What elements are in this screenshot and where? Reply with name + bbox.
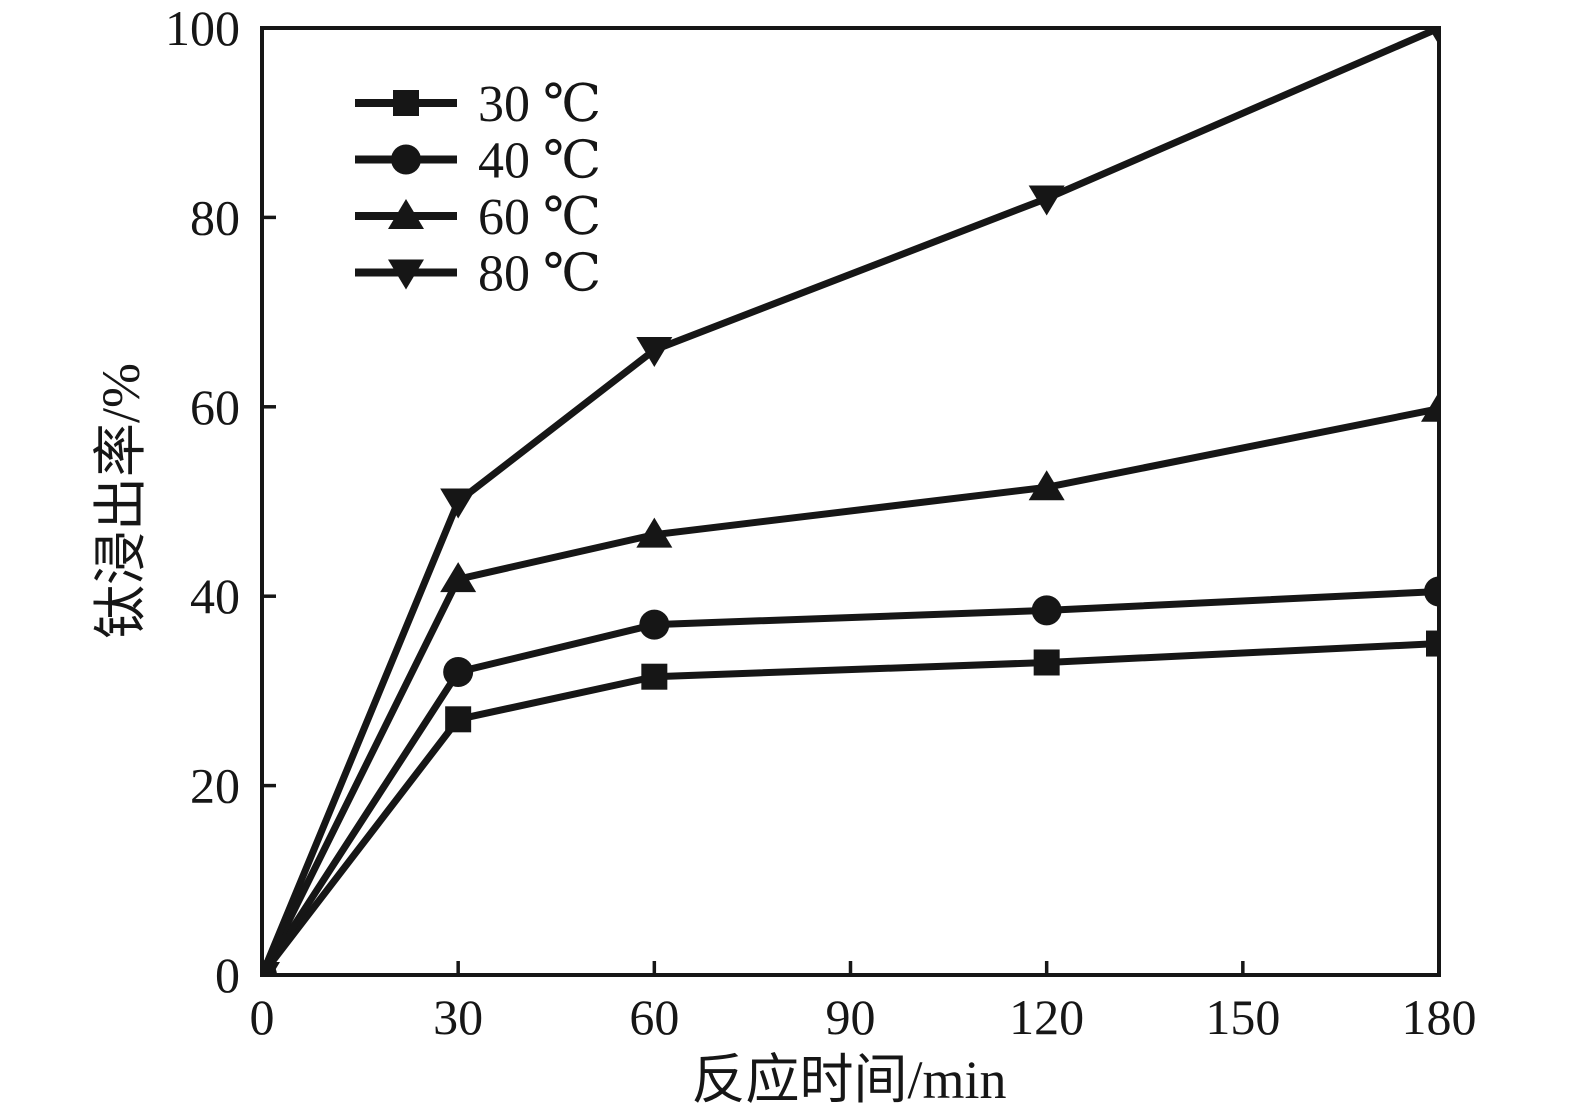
y-tick-label: 80 [190, 189, 240, 245]
legend-item: 60 ℃ [355, 189, 601, 246]
series-line-0 [262, 640, 1439, 975]
data-point-marker [1421, 391, 1439, 422]
y-tick-label: 100 [165, 0, 240, 56]
square-marker-icon [445, 706, 472, 733]
chart-legend: 30 ℃40 ℃60 ℃80 ℃ [355, 76, 601, 303]
y-tick-label: 0 [215, 947, 240, 1003]
legend-label: 40 ℃ [478, 133, 601, 190]
square-marker-icon [1426, 630, 1439, 657]
series-line-3 [262, 28, 1439, 975]
data-point-marker [440, 488, 477, 519]
square-marker-icon [393, 90, 419, 116]
plot-frame [260, 26, 1441, 977]
data-point-marker [1426, 630, 1439, 657]
legend-item: 80 ℃ [355, 246, 601, 303]
data-point-marker [1424, 576, 1439, 607]
y-tick-label: 20 [190, 758, 240, 814]
data-point-marker [1031, 595, 1062, 626]
circle-marker-icon [639, 609, 670, 640]
x-tick-label: 0 [250, 989, 275, 1045]
y-tick-label: 60 [190, 379, 240, 435]
data-point-marker [388, 199, 424, 229]
x-tick-label: 180 [1402, 989, 1477, 1045]
circle-marker-icon [1424, 576, 1439, 607]
triangle-down-marker-icon [440, 488, 477, 519]
data-point-marker [1033, 649, 1060, 676]
axis-ticks: 0 30 60 90 120 150 180 0 20 40 60 80 100 [165, 0, 1477, 1045]
data-point-marker [393, 90, 419, 116]
square-marker-icon [641, 663, 668, 690]
circle-marker-icon [1031, 595, 1062, 626]
data-point-marker [388, 259, 424, 290]
circle-marker-icon [391, 144, 421, 175]
x-tick-label: 120 [1009, 989, 1084, 1045]
triangle-down-marker-icon [262, 962, 280, 975]
triangle-up-marker-icon [1028, 470, 1065, 501]
circle-marker-icon [443, 656, 474, 687]
triangle-up-marker-icon [636, 517, 673, 548]
x-tick-label: 30 [433, 989, 483, 1045]
x-tick-label: 60 [629, 989, 679, 1045]
data-point-marker [641, 663, 668, 690]
y-tick-label: 40 [190, 568, 240, 624]
legend-label: 30 ℃ [478, 76, 601, 133]
square-marker-icon [1033, 649, 1060, 676]
triangle-down-marker-icon [1028, 185, 1065, 216]
x-tick-label: 150 [1205, 989, 1280, 1045]
data-point-marker [440, 562, 477, 593]
legend-item: 40 ℃ [355, 133, 601, 190]
legend-label: 60 ℃ [478, 189, 601, 246]
data-point-marker [636, 336, 673, 367]
triangle-up-marker-icon [1421, 391, 1439, 422]
series-line-2 [262, 405, 1439, 975]
triangle-up-marker-icon [388, 199, 424, 229]
data-point-marker [391, 144, 421, 175]
y-axis-title: 钛浸出率/% [91, 363, 151, 639]
legend-label: 80 ℃ [478, 246, 601, 303]
triangle-down-marker-icon [636, 336, 673, 367]
x-axis-title: 反应时间/min [691, 1050, 1006, 1110]
triangle-down-marker-icon [388, 259, 424, 290]
legend-item: 30 ℃ [355, 76, 601, 133]
data-point-marker [639, 609, 670, 640]
data-point-marker [1028, 470, 1065, 501]
data-point-marker [262, 962, 280, 975]
data-point-marker [445, 706, 472, 733]
data-point-marker [636, 517, 673, 548]
data-point-marker [1028, 185, 1065, 216]
chart-series [262, 28, 1439, 975]
data-point-marker [443, 656, 474, 687]
x-tick-label: 90 [826, 989, 876, 1045]
triangle-up-marker-icon [440, 562, 477, 593]
